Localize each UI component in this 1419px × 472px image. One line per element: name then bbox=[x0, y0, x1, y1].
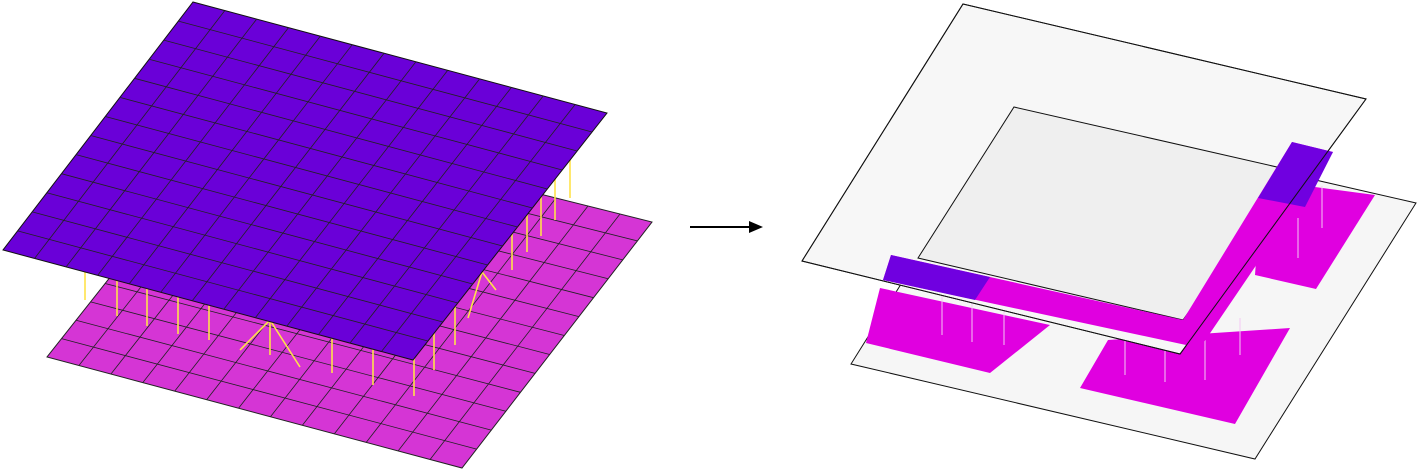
strip-end bbox=[883, 255, 990, 300]
strut bbox=[467, 271, 483, 319]
mesh-line bbox=[75, 154, 488, 266]
top-plate-outline bbox=[801, 3, 1367, 355]
mesh-line bbox=[119, 96, 533, 209]
mesh-line bbox=[90, 301, 506, 412]
mesh-line bbox=[105, 116, 518, 228]
mesh-line bbox=[223, 61, 417, 310]
struts bbox=[84, 160, 571, 396]
mesh-line bbox=[318, 87, 512, 335]
mesh-line bbox=[128, 35, 321, 285]
strut bbox=[481, 271, 497, 291]
top-grid bbox=[17, 10, 593, 352]
mesh-line bbox=[365, 197, 557, 443]
mesh-line bbox=[32, 211, 443, 323]
strut bbox=[269, 319, 301, 368]
mesh-line bbox=[149, 58, 563, 171]
mesh-line bbox=[65, 18, 258, 268]
arrow-head bbox=[749, 221, 763, 233]
mesh-line bbox=[17, 230, 429, 342]
mesh-line bbox=[160, 44, 353, 293]
mesh-line bbox=[134, 77, 548, 190]
mesh-line bbox=[75, 319, 492, 431]
pad bbox=[866, 288, 1050, 373]
mesh-line bbox=[90, 135, 503, 247]
mesh-line bbox=[163, 39, 578, 152]
strip-end bbox=[1258, 142, 1333, 207]
mesh-line bbox=[381, 104, 576, 352]
strut bbox=[239, 319, 271, 351]
mesh-line bbox=[34, 10, 226, 259]
mesh-line bbox=[46, 192, 458, 304]
mesh-line bbox=[254, 70, 449, 318]
mesh-line bbox=[286, 78, 480, 327]
mesh-line bbox=[191, 52, 385, 302]
mesh-line bbox=[349, 95, 544, 344]
pad bbox=[1080, 328, 1290, 424]
mesh-line bbox=[178, 20, 593, 133]
mesh-line bbox=[97, 27, 289, 276]
strip bbox=[883, 142, 1333, 348]
mesh-line bbox=[397, 205, 589, 452]
mesh-line bbox=[61, 338, 477, 450]
top-plate bbox=[2, 1, 608, 361]
mesh-line bbox=[61, 173, 473, 285]
pad-struts bbox=[941, 186, 1323, 382]
mesh-line bbox=[105, 283, 521, 393]
mesh-line bbox=[429, 213, 621, 460]
